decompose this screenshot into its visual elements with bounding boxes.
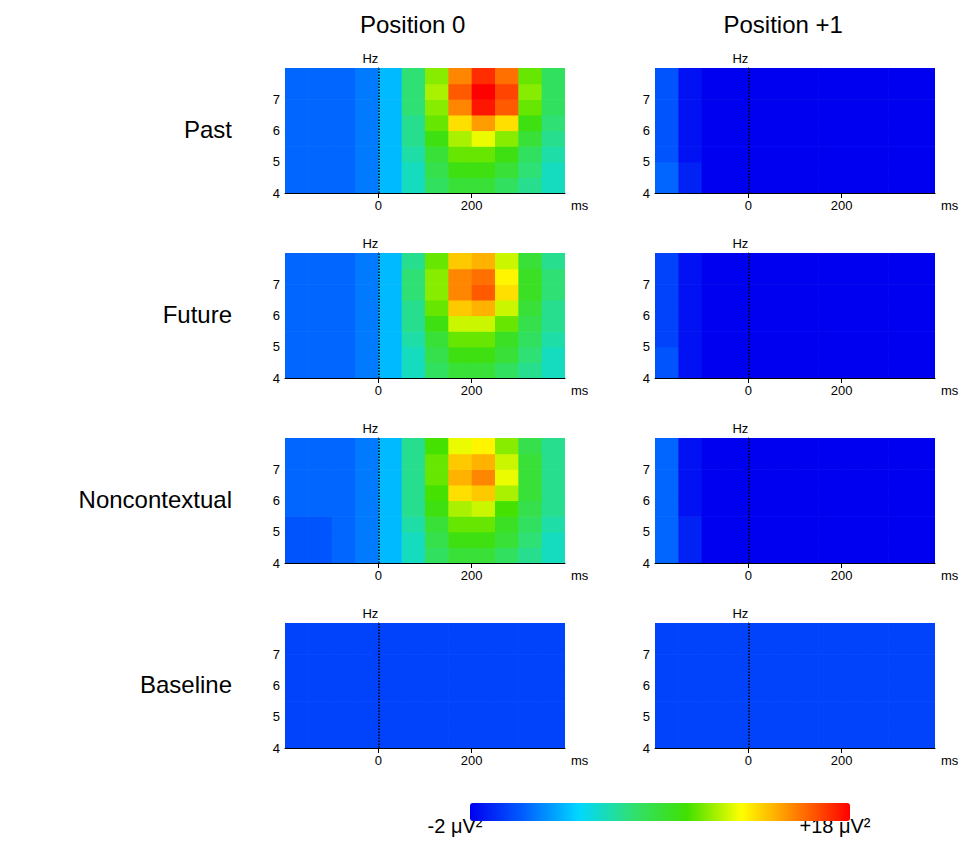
svg-text:Noncontextual: Noncontextual [79, 486, 232, 513]
svg-text:Position +1: Position +1 [724, 11, 843, 38]
svg-text:0: 0 [745, 568, 752, 583]
svg-text:7: 7 [643, 277, 650, 292]
svg-text:Hz: Hz [732, 606, 748, 621]
svg-text:0: 0 [375, 753, 382, 768]
svg-text:6: 6 [273, 493, 280, 508]
svg-text:6: 6 [273, 308, 280, 323]
svg-text:Hz: Hz [732, 51, 748, 66]
svg-text:4: 4 [643, 556, 650, 571]
svg-text:5: 5 [643, 339, 650, 354]
svg-text:7: 7 [273, 462, 280, 477]
svg-text:ms: ms [941, 383, 959, 398]
svg-text:5: 5 [273, 709, 280, 724]
svg-text:Position 0: Position 0 [360, 11, 465, 38]
svg-text:Past: Past [184, 116, 232, 143]
svg-text:4: 4 [273, 741, 280, 756]
svg-text:ms: ms [571, 198, 589, 213]
svg-text:4: 4 [273, 556, 280, 571]
svg-text:ms: ms [571, 383, 589, 398]
svg-text:Future: Future [163, 301, 232, 328]
svg-text:200: 200 [831, 383, 853, 398]
svg-text:4: 4 [273, 186, 280, 201]
svg-text:5: 5 [643, 709, 650, 724]
svg-text:Hz: Hz [732, 421, 748, 436]
svg-text:6: 6 [273, 678, 280, 693]
svg-text:200: 200 [461, 753, 483, 768]
svg-text:5: 5 [643, 154, 650, 169]
svg-text:+18 μV²: +18 μV² [799, 815, 871, 837]
svg-text:7: 7 [273, 277, 280, 292]
svg-text:4: 4 [643, 371, 650, 386]
svg-text:5: 5 [273, 154, 280, 169]
svg-text:ms: ms [941, 753, 959, 768]
svg-text:Hz: Hz [362, 51, 378, 66]
svg-text:200: 200 [831, 198, 853, 213]
svg-text:Baseline: Baseline [140, 671, 232, 698]
svg-text:ms: ms [571, 753, 589, 768]
svg-text:6: 6 [643, 493, 650, 508]
svg-text:200: 200 [461, 198, 483, 213]
svg-text:7: 7 [273, 647, 280, 662]
svg-text:6: 6 [643, 678, 650, 693]
svg-text:0: 0 [745, 383, 752, 398]
svg-text:200: 200 [461, 568, 483, 583]
svg-text:0: 0 [375, 383, 382, 398]
svg-text:6: 6 [273, 123, 280, 138]
svg-text:ms: ms [941, 568, 959, 583]
svg-text:7: 7 [643, 647, 650, 662]
svg-text:4: 4 [643, 741, 650, 756]
svg-text:0: 0 [745, 753, 752, 768]
svg-text:Hz: Hz [732, 236, 748, 251]
svg-text:200: 200 [831, 568, 853, 583]
svg-text:7: 7 [643, 92, 650, 107]
svg-text:7: 7 [643, 462, 650, 477]
svg-text:5: 5 [643, 524, 650, 539]
svg-text:-2 μV²: -2 μV² [427, 815, 483, 837]
svg-text:200: 200 [461, 383, 483, 398]
svg-text:ms: ms [571, 568, 589, 583]
svg-text:Hz: Hz [362, 606, 378, 621]
svg-text:Hz: Hz [362, 421, 378, 436]
svg-text:0: 0 [375, 198, 382, 213]
svg-text:4: 4 [643, 186, 650, 201]
svg-text:0: 0 [745, 198, 752, 213]
svg-text:7: 7 [273, 92, 280, 107]
svg-text:0: 0 [375, 568, 382, 583]
svg-text:Hz: Hz [362, 236, 378, 251]
svg-text:ms: ms [941, 198, 959, 213]
svg-text:6: 6 [643, 308, 650, 323]
svg-text:6: 6 [643, 123, 650, 138]
svg-text:200: 200 [831, 753, 853, 768]
svg-text:4: 4 [273, 371, 280, 386]
svg-text:5: 5 [273, 524, 280, 539]
svg-text:5: 5 [273, 339, 280, 354]
